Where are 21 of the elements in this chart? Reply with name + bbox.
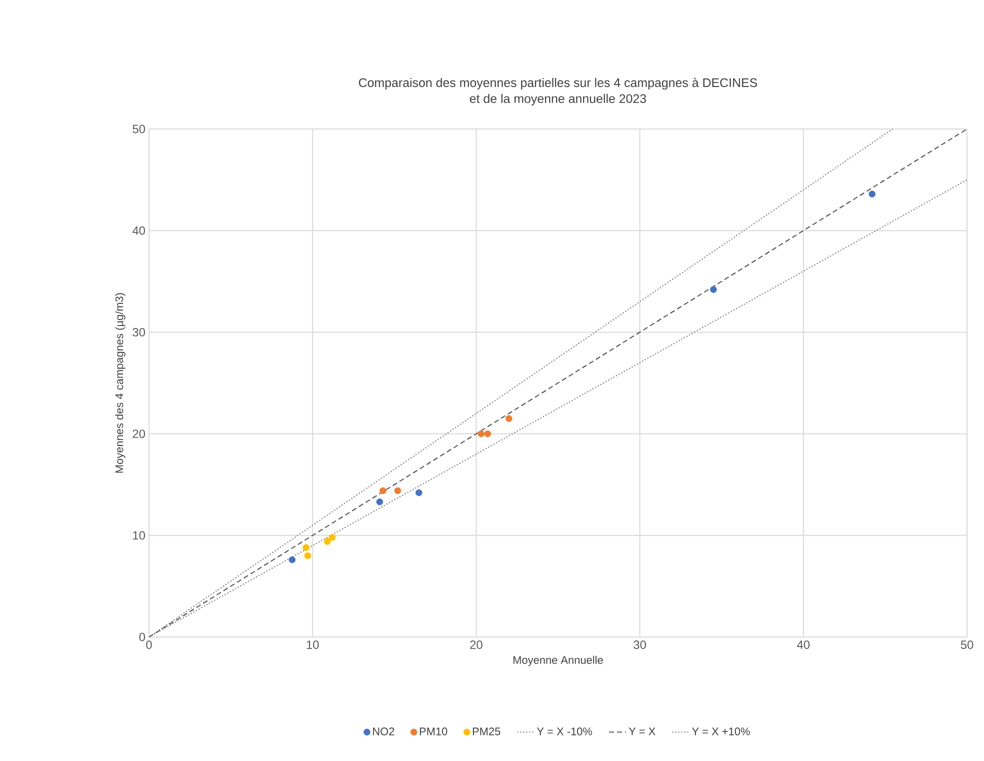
legend-label: Y = X -10%: [536, 728, 592, 736]
x-tick-label: 30: [634, 640, 646, 649]
x-axis-title: Moyenne Annuelle: [514, 656, 603, 666]
x-tick-label: 0: [146, 640, 152, 649]
y-tick-label: 50: [132, 124, 146, 134]
legend-label: NO2: [373, 728, 394, 736]
x-tick-label: 40: [797, 640, 810, 649]
x-tick-label: 20: [470, 640, 482, 649]
legend-label: Y = X +10%: [692, 728, 750, 736]
y-tick-label: 0: [139, 632, 146, 642]
chart-title: Comparaison des moyennes partielles sur les 4 campagnes à DECINES et de la moyenne annuelle 2023: [358, 78, 758, 106]
y-tick-label: 30: [132, 328, 146, 336]
legend-label: PM10: [420, 728, 448, 736]
y-axis-title: Moyennes des 4 campagnes (µg/m3): [115, 293, 126, 473]
x-tick-label: 50: [960, 640, 974, 649]
legend-label: PM25: [472, 728, 500, 736]
x-tick-label: 10: [306, 640, 319, 649]
legend-label: Y = X: [628, 728, 656, 736]
y-tick-label: 40: [132, 226, 146, 235]
y-tick-label: 20: [132, 430, 146, 438]
y-tick-label: 10: [133, 531, 146, 540]
